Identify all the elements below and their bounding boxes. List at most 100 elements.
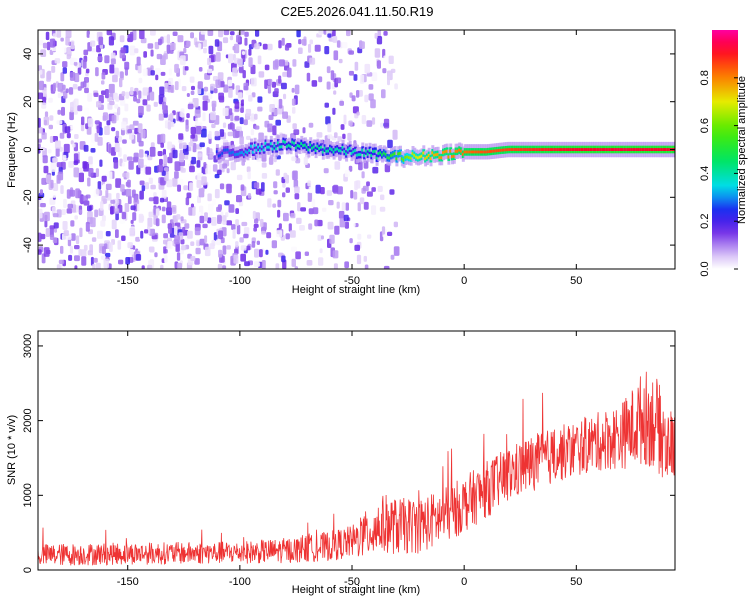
spectrogram-cell: [273, 144, 277, 148]
spectrogram-x-label: Height of straight line (km): [292, 284, 420, 296]
spectrogram-cell: [169, 42, 176, 51]
spectrogram-cell: [531, 148, 535, 151]
spectrogram-cell: [388, 78, 394, 86]
spectrogram-cell: [215, 52, 221, 62]
spectrogram-cell: [121, 121, 127, 131]
spectrogram-cell: [189, 182, 194, 192]
spectrogram-cell: [237, 152, 241, 156]
spectrogram-cell: [91, 237, 97, 242]
spectrogram-cell: [257, 96, 263, 103]
spectrogram-cell: [285, 187, 290, 193]
spectrogram-cell: [312, 145, 316, 149]
spectrogram-cell: [135, 236, 141, 242]
spectrogram-cell: [258, 71, 265, 78]
spectrogram-cell: [170, 112, 174, 121]
spectrogram-cell: [73, 160, 79, 166]
spectrogram-cell: [101, 72, 106, 80]
spectrogram-cell: [160, 71, 166, 76]
spectrogram-cell: [75, 235, 80, 245]
spectrogram-cell: [644, 148, 648, 151]
spectrogram-cell: [293, 179, 299, 188]
spectrogram-cell: [118, 259, 124, 265]
spectrogram-cell: [96, 125, 100, 134]
spectrogram-cell: [277, 199, 282, 208]
spectrogram-cell: [303, 143, 307, 147]
spectrogram-cell: [82, 59, 87, 69]
spectrogram-cell: [206, 147, 210, 156]
spectrogram-cell: [582, 148, 585, 151]
spectrogram-cell: [228, 204, 235, 213]
spectrogram-cell: [105, 231, 111, 237]
spectrogram-cell: [150, 142, 155, 148]
spectrogram-cell: [139, 180, 145, 186]
spectrogram-cell: [168, 224, 172, 234]
spectrogram-cell: [407, 156, 411, 159]
spectrogram-cell: [251, 241, 256, 248]
x-tick-label: -50: [344, 576, 360, 588]
spectrogram-cell: [341, 42, 348, 49]
spectrogram-cell: [142, 68, 148, 77]
spectrogram-cell: [454, 149, 458, 153]
x-tick-label: 50: [570, 275, 582, 287]
spectrogram-cell: [317, 234, 322, 241]
spectrogram-cell: [211, 123, 216, 129]
spectrogram-cell: [250, 113, 255, 120]
spectrogram-cell: [296, 217, 302, 224]
spectrogram-cell: [138, 90, 142, 99]
spectrogram-cell: [163, 246, 167, 254]
spectrogram-cell: [117, 106, 121, 116]
spectrogram-cell: [100, 220, 106, 227]
spectrogram-cell: [291, 156, 297, 162]
spectrogram-cell: [100, 201, 104, 211]
spectrogram-cell: [104, 125, 110, 135]
spectrogram-cell: [199, 238, 206, 246]
spectrogram-cell: [190, 203, 194, 208]
spectrogram-cell: [587, 148, 591, 151]
spectrogram-cell: [199, 142, 205, 148]
spectrogram-cell: [111, 127, 116, 132]
spectrogram-cell: [307, 180, 312, 187]
y-tick-label: -20: [22, 189, 34, 205]
spectrogram-cell: [474, 150, 478, 154]
spectrogram-cell: [186, 93, 190, 97]
spectrogram-cell: [217, 214, 222, 224]
spectrogram-cell: [83, 107, 90, 116]
spectrogram-cell: [275, 119, 281, 126]
spectrogram-cell: [324, 46, 330, 55]
spectrogram-cell: [488, 150, 492, 153]
spectrogram-cell: [79, 209, 83, 214]
spectrogram-cell: [282, 192, 286, 198]
spectrogram-cell: [339, 100, 344, 106]
spectrogram-cell: [38, 127, 43, 134]
spectrogram-cell: [185, 197, 190, 206]
spectrogram-cell: [83, 144, 89, 152]
spectrogram-cell: [167, 121, 172, 130]
spectrogram-cell: [668, 148, 672, 151]
spectrogram-cell: [208, 203, 214, 211]
spectrogram-cell: [290, 213, 296, 219]
spectrogram-cell: [409, 156, 413, 160]
spectrogram-cell: [253, 223, 259, 228]
spectrogram-cell: [194, 227, 201, 236]
spectrogram-cell: [293, 141, 297, 145]
spectrogram-cell: [97, 230, 103, 239]
spectrogram-cell: [327, 123, 332, 133]
spectrogram-cell: [254, 43, 260, 50]
spectrogram-cell: [214, 174, 220, 179]
y-tick-label: 1000: [22, 483, 34, 507]
spectrogram-cell: [164, 255, 168, 263]
spectrogram-cell: [356, 90, 360, 98]
spectrogram-cell: [254, 248, 259, 258]
spectrogram-cell: [252, 210, 256, 220]
spectrogram-cell: [104, 252, 111, 258]
spectrogram-cell: [386, 156, 390, 160]
spectrogram-cell: [359, 41, 365, 49]
spectrogram-cell: [230, 151, 234, 155]
spectrogram-cell: [106, 30, 112, 36]
spectrogram-cell: [497, 149, 501, 152]
spectrogram-cell: [214, 189, 220, 199]
spectrogram-cell: [333, 263, 338, 269]
spectrogram-cell: [628, 148, 632, 151]
spectrogram-cell: [127, 129, 132, 134]
spectrogram-cell: [240, 107, 244, 113]
